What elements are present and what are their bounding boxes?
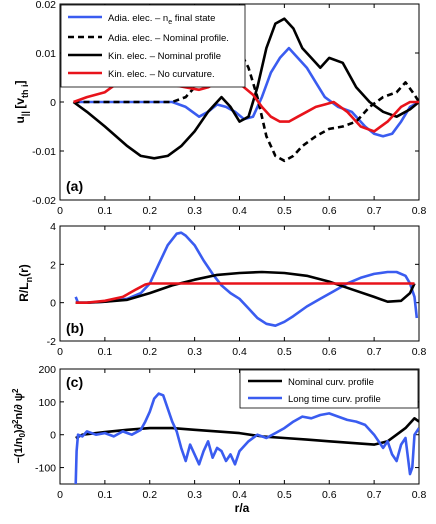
- x-tick-label-c-1: 0.1: [98, 489, 113, 501]
- x-tick-label-b-5: 0.5: [277, 346, 292, 358]
- x-tick-label-a-1: 0.1: [98, 205, 113, 217]
- legend-a-label-1: Adia. elec. – Nominal profile.: [108, 33, 229, 44]
- panel-c-ticks: 0 0.1 0.2 0.3 0.4 0.5 0.6 0.7 0.8 -100 0 100 200: [35, 364, 426, 501]
- series-line-a-1: [73, 44, 419, 163]
- x-tick-label-b-6: 0.6: [322, 346, 337, 358]
- panel-c-legend-box: [239, 369, 419, 409]
- x-tick-label-a-6: 0.6: [322, 205, 337, 217]
- y-tick-label-c-0: -100: [35, 463, 56, 475]
- x-tick-label-b-7: 0.7: [367, 346, 382, 358]
- x-tick-label-c-5: 0.5: [277, 489, 292, 501]
- y-tick-label-a-2: 0: [50, 97, 56, 109]
- panel-a-ylabel-bracket: [v: [13, 98, 27, 109]
- legend-c-label-0: Nominal curv. profile: [288, 377, 374, 388]
- y-tick-label-a-1: -0.01: [32, 146, 56, 158]
- panel-a-ticks: 0 0.1 0.2 0.3 0.4 0.5 0.6 0.7 0.8 -0.02 -0.01 0 0.01…: [32, 0, 426, 217]
- x-tick-label-b-0: 0: [57, 346, 63, 358]
- y-tick-label-b-3: 4: [50, 221, 56, 233]
- x-tick-label-b-2: 0.2: [142, 346, 157, 358]
- legend-c-label-1: Long time curv. profile: [288, 394, 381, 405]
- panel-a-ylabel: u|| [vth i]: [13, 80, 30, 123]
- x-tick-label-c-4: 0.4: [232, 489, 247, 501]
- x-tick-label-a-5: 0.5: [277, 205, 292, 217]
- y-tick-label-c-2: 100: [38, 397, 56, 409]
- x-tick-label-c-2: 0.2: [142, 489, 157, 501]
- legend-a-label-2: Kin. elec. – Nominal profile: [108, 51, 221, 62]
- panel-a-legend: Adia. elec. – ne final state Adia. elec.…: [60, 4, 246, 88]
- legend-a-label-3: Kin. elec. – No curvature.: [108, 69, 215, 80]
- panel-a: 0 0.1 0.2 0.3 0.4 0.5 0.6 0.7 0.8 -0.02 -0.01 0 0.01…: [13, 0, 426, 217]
- panel-b-ylabel: R/Ln(r): [17, 264, 34, 302]
- y-tick-label-a-4: 0.02: [36, 0, 57, 11]
- panel-c-ylabel: −(1/n0)∂2n/∂ ψ2: [11, 388, 27, 464]
- series-line-c-1: [74, 392, 419, 484]
- panel-a-ylabel-bracket-sub: th i: [20, 84, 30, 98]
- y-tick-label-c-1: 0: [50, 430, 56, 442]
- x-tick-label-b-8: 0.8: [412, 346, 427, 358]
- x-tick-label-a-4: 0.4: [232, 205, 247, 217]
- y-tick-label-b-2: 2: [50, 259, 56, 271]
- y-tick-label-c-3: 200: [38, 364, 56, 376]
- x-tick-label-c-3: 0.3: [187, 489, 202, 501]
- panel-b-series: [74, 231, 419, 328]
- x-tick-label-a-8: 0.8: [412, 205, 427, 217]
- x-tick-label-b-3: 0.3: [187, 346, 202, 358]
- y-tick-label-b-0: -2: [47, 336, 56, 348]
- panel-c-legend: Nominal curv. profile Long time curv. pr…: [239, 369, 419, 409]
- x-tick-label-c-8: 0.8: [412, 489, 427, 501]
- y-tick-label-a-3: 0.01: [36, 48, 57, 60]
- series-line-b-1: [75, 270, 416, 305]
- series-line-a-0: [73, 46, 419, 138]
- panel-b-label: (b): [66, 320, 84, 336]
- series-line-b-2: [75, 282, 415, 305]
- x-axis-label: r/a: [235, 501, 250, 515]
- x-tick-label-b-4: 0.4: [232, 346, 247, 358]
- x-tick-label-a-7: 0.7: [367, 205, 382, 217]
- panel-a-ylabel-main: u: [13, 116, 27, 123]
- y-tick-label-a-0: -0.02: [32, 195, 56, 207]
- y-tick-label-b-1: 0: [50, 298, 56, 310]
- panel-a-ylabel-sub: ||: [20, 109, 30, 117]
- series-line-a-2: [72, 17, 419, 160]
- series-line-c-0: [75, 416, 419, 446]
- panel-c-series: [74, 392, 419, 484]
- x-tick-label-a-2: 0.2: [142, 205, 157, 217]
- x-tick-label-c-6: 0.6: [322, 489, 337, 501]
- panel-a-ylabel-close: ]: [13, 80, 27, 84]
- x-tick-label-c-7: 0.7: [367, 489, 382, 501]
- x-tick-label-b-1: 0.1: [98, 346, 113, 358]
- x-tick-label-c-0: 0: [57, 489, 63, 501]
- legend-a-label-0: Adia. elec. – ne final state: [108, 13, 215, 26]
- series-line-b-0: [74, 231, 419, 328]
- panel-a-label: (a): [66, 178, 83, 194]
- x-tick-label-a-0: 0: [57, 205, 63, 217]
- x-tick-label-a-3: 0.3: [187, 205, 202, 217]
- panel-c-label: (c): [66, 374, 83, 390]
- panel-c: 0 0.1 0.2 0.3 0.4 0.5 0.6 0.7 0.8 -100 0 100 200 (c)…: [11, 364, 426, 501]
